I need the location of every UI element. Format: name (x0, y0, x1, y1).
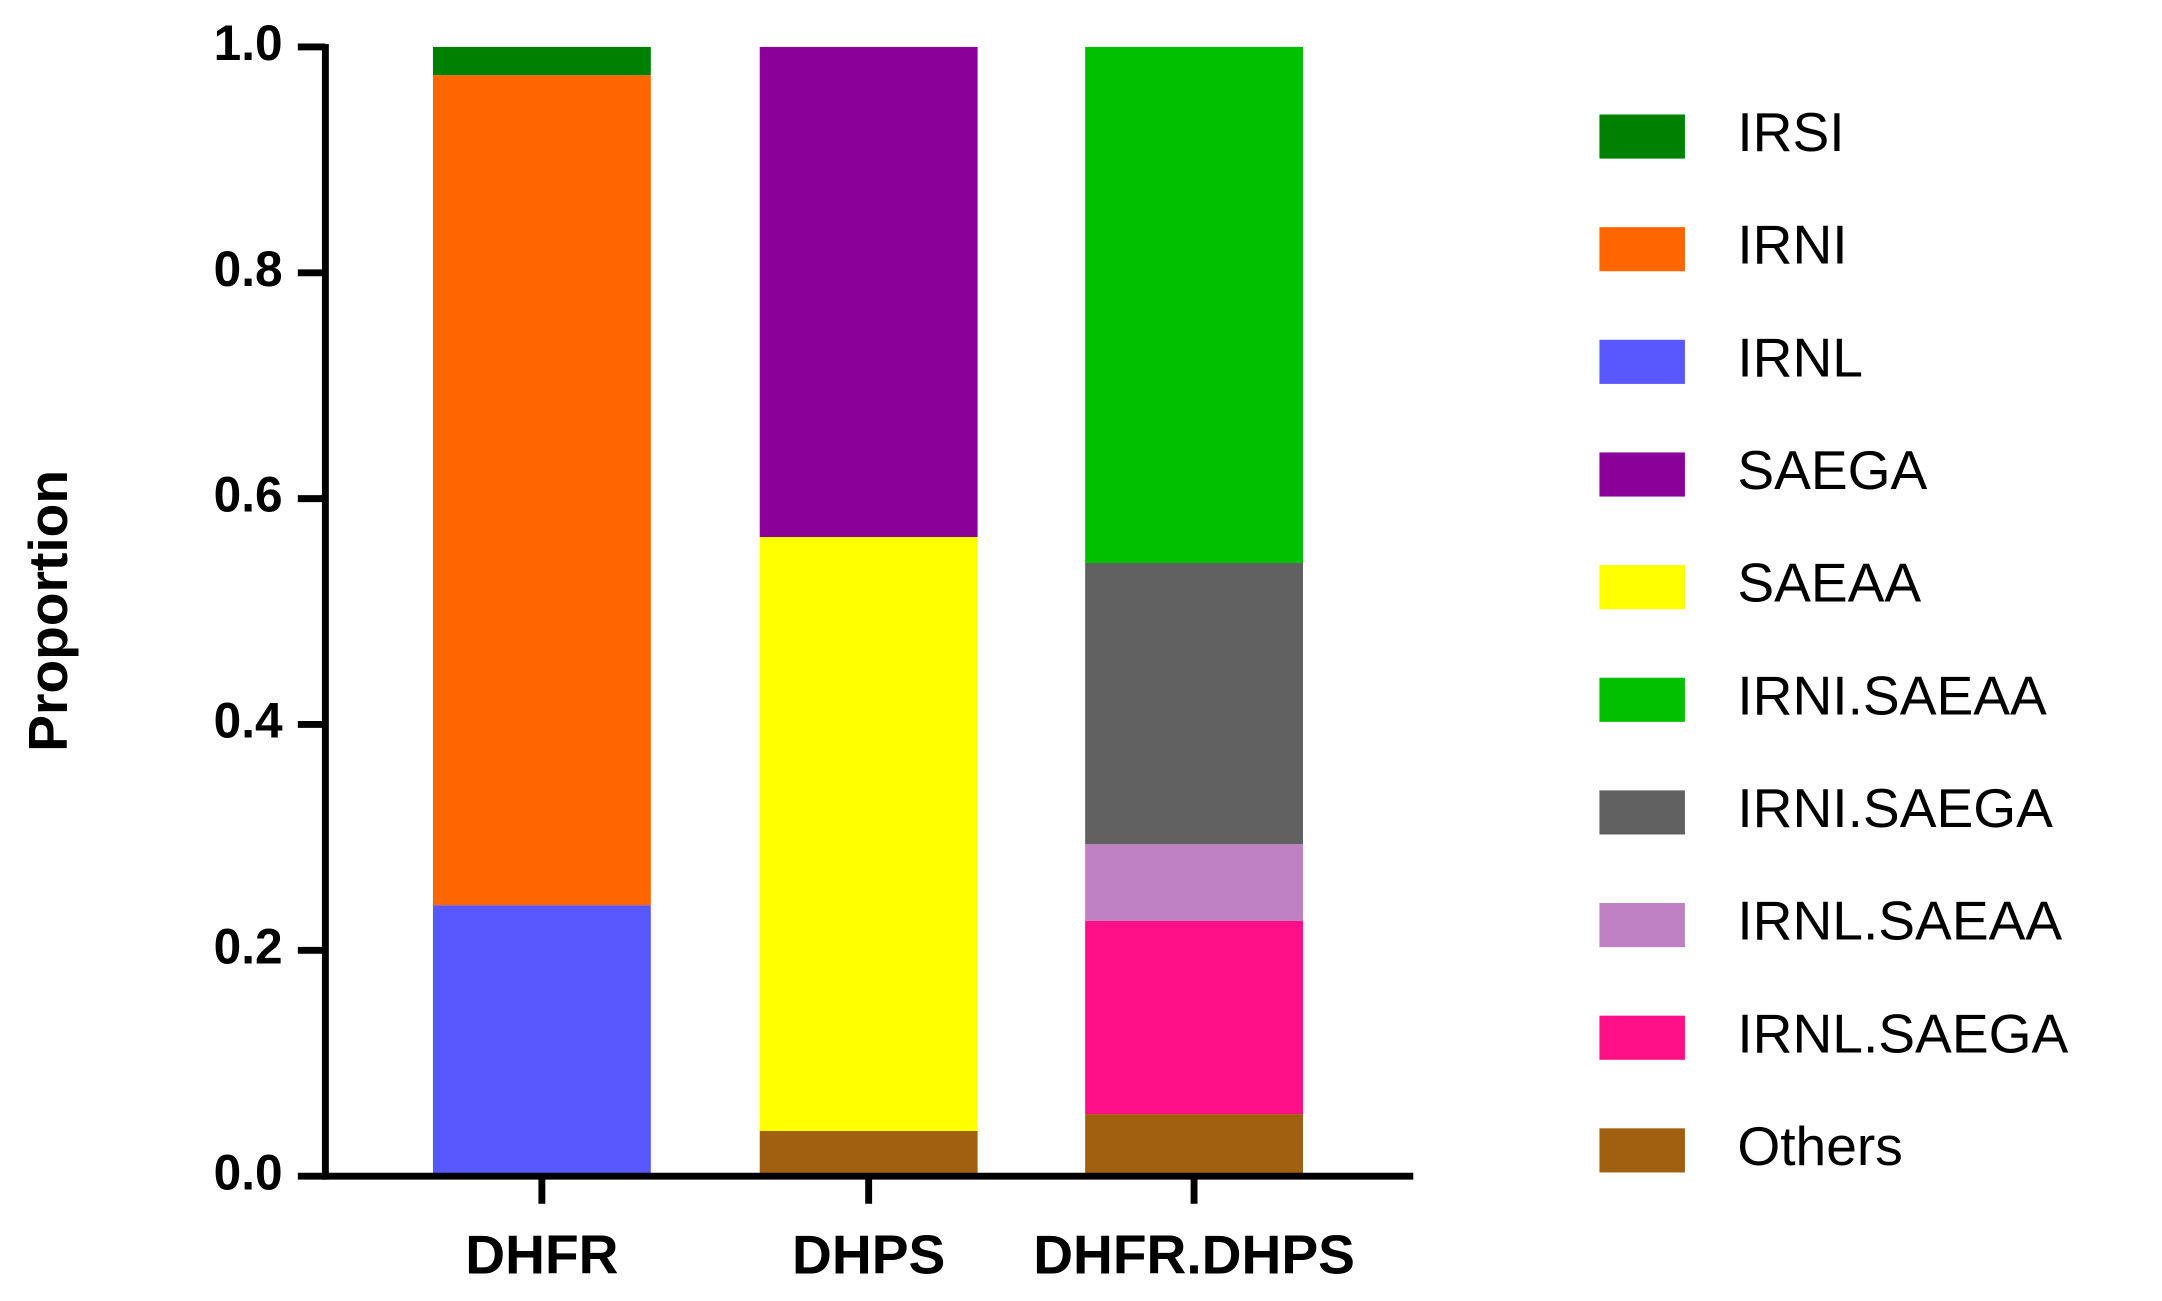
bar-segment (432, 75, 651, 906)
legend-swatch (1599, 565, 1685, 610)
bar-segment (1085, 920, 1303, 1115)
legend-label: SAEAA (1737, 552, 1921, 614)
legend-swatch (1599, 1015, 1685, 1060)
legend-label: IRNL (1737, 326, 1863, 388)
y-tick-label: 0.2 (214, 918, 283, 974)
legend-swatch (1599, 1128, 1685, 1173)
legend-swatch (1599, 790, 1685, 835)
bar-segment (1085, 46, 1303, 563)
legend-swatch (1599, 677, 1685, 722)
y-tick-label: 0.4 (214, 693, 283, 749)
bar-segment (759, 1131, 978, 1177)
y-tick-label: 0.0 (214, 1144, 283, 1200)
legend-label: IRNI (1737, 214, 1847, 276)
bar-segment (1085, 844, 1303, 921)
legend-swatch (1599, 227, 1685, 272)
y-tick-label: 0.8 (214, 241, 283, 297)
legend-swatch (1599, 452, 1685, 497)
legend-swatch (1599, 339, 1685, 384)
bar-segment (759, 46, 978, 538)
y-axis-title: Proportion (17, 470, 79, 752)
x-tick-label: DHFR.DHPS (1033, 1223, 1355, 1285)
bar-segment (759, 537, 978, 1132)
legend-label: SAEGA (1737, 439, 1927, 501)
legend-swatch (1599, 114, 1685, 159)
legend-swatch (1599, 903, 1685, 948)
bar-segment (432, 46, 651, 76)
legend-label: IRSI (1737, 101, 1844, 163)
legend-label: IRNL.SAEAA (1737, 890, 2062, 952)
x-tick-label: DHFR (465, 1223, 618, 1285)
bar-segment (1085, 1114, 1303, 1177)
y-tick-label: 1.0 (214, 15, 283, 71)
bar-segment (432, 905, 651, 1177)
x-tick-label: DHPS (792, 1223, 945, 1285)
legend-label: Others (1737, 1115, 1902, 1177)
bar-segment (1085, 562, 1303, 845)
legend-label: IRNI.SAEGA (1737, 777, 2053, 839)
y-tick-label: 0.6 (214, 467, 283, 523)
legend-label: IRNI.SAEAA (1737, 664, 2047, 726)
legend-label: IRNL.SAEGA (1737, 1002, 2068, 1064)
